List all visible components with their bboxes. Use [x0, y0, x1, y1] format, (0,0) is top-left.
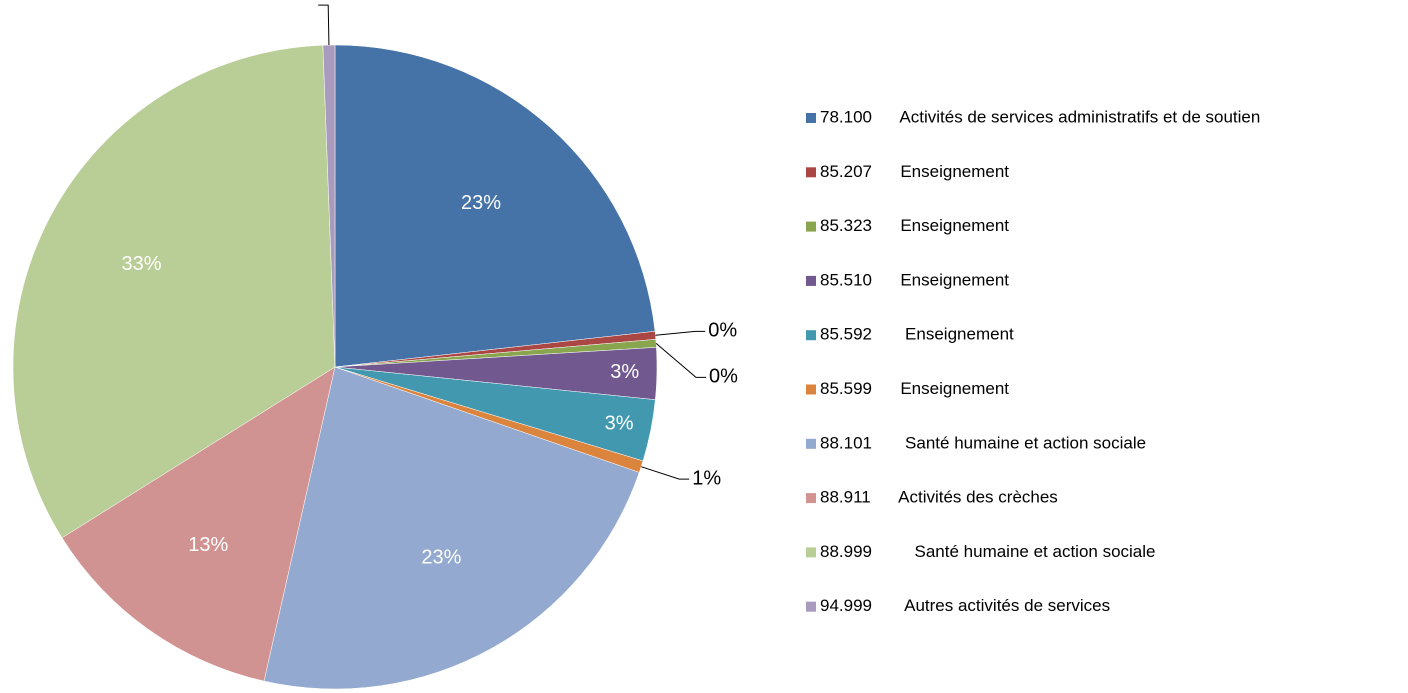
legend-marker: [806, 438, 816, 449]
legend-marker: [806, 167, 816, 178]
slice-label: 3%: [605, 413, 634, 435]
legend-label: 88.999 Santé humaine et action sociale: [820, 542, 1156, 561]
pie-slice: [334, 44, 656, 368]
slice-label: 23%: [461, 192, 501, 214]
legend-marker: [806, 384, 816, 395]
leader-line: [318, 4, 330, 46]
pie-slice: [263, 366, 640, 690]
legend-label: 78.100 Activités de services administrat…: [820, 107, 1260, 126]
legend-label: 88.101 Santé humaine et action sociale: [820, 433, 1146, 452]
pie-slice: [61, 366, 336, 682]
legend-label: 85.592 Enseignement: [820, 325, 1014, 344]
pie-slice: [12, 44, 336, 539]
legend-label: 94.999 Autres activités de services: [820, 596, 1110, 615]
legend-label: 85.510 Enseignement: [820, 270, 1009, 289]
slice-label: 23%: [421, 547, 461, 569]
legend-marker: [806, 113, 816, 123]
legend-marker: [806, 330, 816, 341]
leader-line: [655, 342, 707, 378]
legend-label: 85.207 Enseignement: [820, 162, 1009, 181]
leader-line: [655, 330, 706, 336]
slice-label: 13%: [188, 534, 228, 556]
legend-marker: [806, 221, 816, 232]
slice-label: 0%: [708, 320, 737, 342]
slice-label: 3%: [610, 361, 639, 383]
slice-label: 0%: [709, 366, 738, 388]
legend-marker: [806, 493, 816, 504]
legend-marker: [806, 601, 816, 612]
leader-line: [641, 466, 690, 480]
legend-label: 85.323 Enseignement: [820, 216, 1009, 235]
legend-marker: [806, 275, 816, 286]
legend-marker: [806, 547, 816, 558]
legend-label: 85.599 Enseignement: [820, 379, 1009, 398]
slice-label: 1%: [692, 467, 721, 489]
legend-label: 88.911 Activités des crèches: [820, 488, 1058, 507]
slice-label: 33%: [121, 253, 161, 275]
